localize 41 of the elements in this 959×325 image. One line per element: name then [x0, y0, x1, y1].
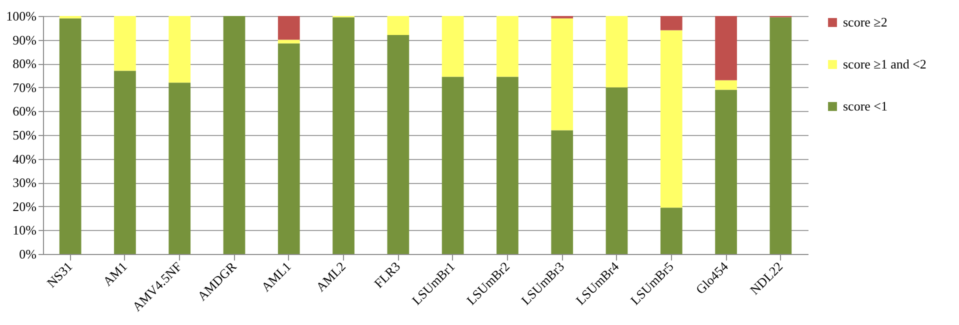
- legend-label: score ≥2: [843, 14, 888, 30]
- bar: [114, 70, 136, 254]
- bar: [715, 80, 737, 90]
- y-tick-label: 0%: [19, 246, 37, 262]
- y-tick-label: 90%: [12, 32, 37, 48]
- bar: [660, 16, 682, 30]
- y-tick-label: 30%: [12, 175, 37, 190]
- y-tick-label: 80%: [12, 56, 37, 72]
- y-tick-label: 100%: [6, 8, 37, 24]
- bar: [496, 76, 518, 254]
- bar: [59, 18, 82, 254]
- bar: [442, 16, 464, 77]
- bar: [168, 16, 191, 83]
- bar: [168, 82, 191, 254]
- bar: [442, 76, 464, 254]
- bar: [332, 17, 354, 254]
- bar: [278, 40, 300, 44]
- bar: [660, 208, 682, 254]
- bar: [770, 17, 792, 254]
- y-tick-label: 60%: [12, 104, 37, 119]
- bar: [606, 16, 628, 88]
- legend-label: score ≥1 and <2: [843, 56, 926, 72]
- legend-label: score <1: [843, 98, 888, 114]
- y-tick-label: 40%: [12, 151, 37, 166]
- bar: [387, 35, 410, 254]
- bar: [278, 43, 300, 254]
- bar: [606, 87, 628, 254]
- y-tick-label: 70%: [12, 80, 37, 95]
- bar: [278, 16, 300, 40]
- bar: [715, 16, 737, 80]
- bar: [496, 16, 518, 77]
- bar: [551, 18, 574, 130]
- bar: [551, 130, 574, 254]
- y-tick-label: 50%: [12, 128, 37, 142]
- y-tick-label: 20%: [12, 198, 37, 214]
- bar: [387, 16, 410, 36]
- y-tick-label: 10%: [12, 222, 37, 238]
- bar: [114, 16, 136, 71]
- bar: [660, 30, 682, 208]
- bar: [715, 90, 737, 254]
- bar: [223, 16, 246, 254]
